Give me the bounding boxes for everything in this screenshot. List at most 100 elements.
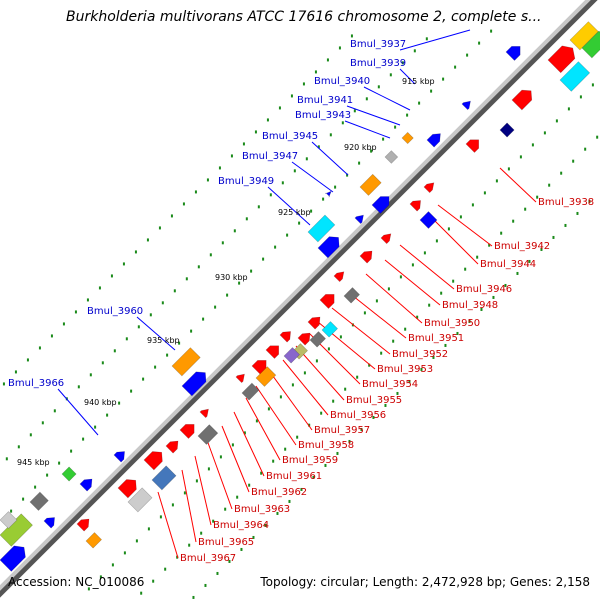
track-dot xyxy=(315,359,318,363)
gene-feature[interactable] xyxy=(279,328,294,343)
gene-label-top[interactable]: Bmul_3960 xyxy=(87,306,143,317)
track-dot xyxy=(171,503,174,507)
gene-label-bottom[interactable]: Bmul_3938 xyxy=(538,197,594,208)
gene-feature[interactable] xyxy=(380,231,394,245)
gene-feature[interactable] xyxy=(419,211,438,229)
gene-feature[interactable] xyxy=(265,342,283,359)
track-dot xyxy=(576,211,579,215)
gene-feature[interactable] xyxy=(43,514,58,529)
gene-label-bottom[interactable]: Bmul_3958 xyxy=(298,440,354,451)
gene-label-bottom[interactable]: Bmul_3953 xyxy=(377,364,433,375)
gene-label-bottom[interactable]: Bmul_3955 xyxy=(346,395,402,406)
gene-feature[interactable] xyxy=(371,192,393,214)
gene-feature[interactable] xyxy=(151,465,177,491)
gene-feature[interactable] xyxy=(283,347,300,364)
gene-feature[interactable] xyxy=(255,366,277,387)
gene-feature[interactable] xyxy=(461,98,473,111)
gene-feature[interactable] xyxy=(171,347,201,377)
gene-feature[interactable] xyxy=(559,61,591,92)
gene-feature[interactable] xyxy=(29,491,49,511)
gene-label-bottom[interactable]: Bmul_3952 xyxy=(392,349,448,360)
gene-feature[interactable] xyxy=(309,331,326,348)
gene-feature[interactable] xyxy=(359,248,376,264)
gene-feature[interactable] xyxy=(61,466,77,482)
gene-feature[interactable] xyxy=(321,321,338,338)
leader-line xyxy=(194,455,212,526)
gene-feature[interactable] xyxy=(0,511,18,529)
gene-label-top[interactable]: Bmul_3940 xyxy=(314,76,370,87)
gene-label-bottom[interactable]: Bmul_3959 xyxy=(282,455,338,466)
gene-feature[interactable] xyxy=(384,150,399,164)
gene-feature[interactable] xyxy=(423,180,437,194)
gene-label-bottom[interactable]: Bmul_3946 xyxy=(456,284,512,295)
gene-feature[interactable] xyxy=(143,447,167,471)
gene-feature[interactable] xyxy=(426,130,444,148)
gene-feature[interactable] xyxy=(117,475,141,499)
gene-feature[interactable] xyxy=(307,214,336,243)
gene-feature[interactable] xyxy=(401,131,414,145)
gene-feature[interactable] xyxy=(499,122,515,138)
gene-label-bottom[interactable]: Bmul_3967 xyxy=(180,553,236,564)
gene-label-top[interactable]: Bmul_3949 xyxy=(218,176,274,187)
gene-feature[interactable] xyxy=(511,86,536,111)
gene-feature[interactable] xyxy=(354,212,366,225)
gene-feature[interactable] xyxy=(359,173,382,196)
gene-label-top[interactable]: Bmul_3943 xyxy=(295,110,351,121)
gene-feature[interactable] xyxy=(76,516,93,532)
kbp-tick-label: 915 kbp xyxy=(402,77,435,86)
gene-feature[interactable] xyxy=(325,189,333,198)
gene-label-bottom[interactable]: Bmul_3951 xyxy=(408,333,464,344)
gene-feature[interactable] xyxy=(241,382,260,401)
gene-feature[interactable] xyxy=(569,21,599,51)
gene-feature[interactable] xyxy=(297,330,314,346)
gene-label-bottom[interactable]: Bmul_3950 xyxy=(424,318,480,329)
gene-feature[interactable] xyxy=(333,269,347,283)
gene-feature[interactable] xyxy=(127,487,153,513)
leader-line xyxy=(365,273,423,324)
gene-feature[interactable] xyxy=(251,356,270,375)
gene-label-top[interactable]: Bmul_3966 xyxy=(8,378,64,389)
gene-label-bottom[interactable]: Bmul_3963 xyxy=(234,504,290,515)
gene-label-bottom[interactable]: Bmul_3962 xyxy=(251,487,307,498)
track-dot xyxy=(596,135,599,139)
track-dot xyxy=(99,575,102,579)
gene-label-top[interactable]: Bmul_3939 xyxy=(350,58,406,69)
track-dot xyxy=(185,277,188,281)
gene-feature[interactable] xyxy=(85,532,102,549)
gene-label-top[interactable]: Bmul_3945 xyxy=(262,131,318,142)
gene-label-bottom[interactable]: Bmul_3957 xyxy=(314,425,370,436)
gene-label-bottom[interactable]: Bmul_3956 xyxy=(330,410,386,421)
gene-feature[interactable] xyxy=(547,42,579,74)
gene-feature[interactable] xyxy=(409,197,424,212)
gene-feature[interactable] xyxy=(197,424,219,445)
gene-feature[interactable] xyxy=(465,136,483,153)
gene-label-bottom[interactable]: Bmul_3961 xyxy=(266,471,322,482)
gene-label-bottom[interactable]: Bmul_3942 xyxy=(494,241,550,252)
gene-feature[interactable] xyxy=(581,30,600,59)
gene-label-top[interactable]: Bmul_3941 xyxy=(297,95,353,106)
gene-feature[interactable] xyxy=(79,476,96,492)
gene-label-bottom[interactable]: Bmul_3948 xyxy=(442,300,498,311)
gene-feature[interactable] xyxy=(181,368,210,397)
gene-feature[interactable] xyxy=(0,542,30,572)
gene-feature[interactable] xyxy=(317,232,343,259)
gene-label-top[interactable]: Bmul_3937 xyxy=(350,39,406,50)
gene-feature[interactable] xyxy=(343,287,360,304)
gene-feature[interactable] xyxy=(179,420,198,439)
track-dot xyxy=(238,281,241,285)
gene-label-bottom[interactable]: Bmul_3964 xyxy=(213,520,269,531)
gene-feature[interactable] xyxy=(235,371,247,384)
gene-label-bottom[interactable]: Bmul_3954 xyxy=(362,379,418,390)
gene-label-bottom[interactable]: Bmul_3965 xyxy=(198,537,254,548)
gene-feature[interactable] xyxy=(319,290,338,309)
gene-feature[interactable] xyxy=(165,438,182,454)
gene-label-top[interactable]: Bmul_3947 xyxy=(242,151,298,162)
gene-label-bottom[interactable]: Bmul_3944 xyxy=(480,259,536,270)
kbp-tick-label: 945 kbp xyxy=(17,458,50,467)
gene-feature[interactable] xyxy=(199,406,211,419)
track-dot xyxy=(10,509,13,513)
gene-feature[interactable] xyxy=(505,42,524,61)
track-dot xyxy=(226,293,229,297)
gene-feature[interactable] xyxy=(307,314,324,330)
gene-feature[interactable] xyxy=(113,448,128,463)
